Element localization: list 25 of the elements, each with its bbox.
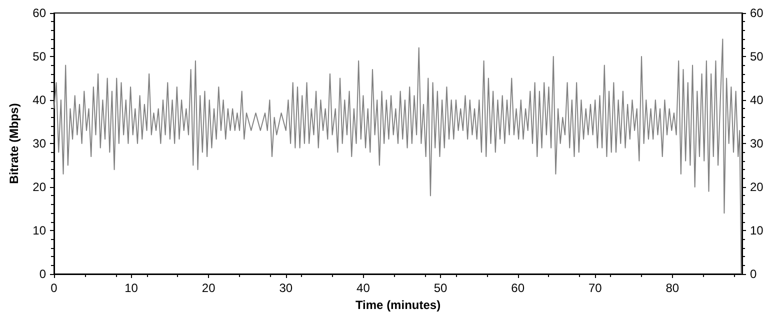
y-tick-label: 40 [32, 93, 46, 107]
x-tick-label: 80 [666, 281, 680, 295]
y2-tick-label: 50 [750, 50, 764, 64]
x-tick-label: 0 [50, 281, 58, 295]
y2-tick-label: 20 [750, 180, 764, 194]
y2-tick-label: 30 [750, 136, 764, 150]
y2-tick-label: 10 [750, 224, 764, 238]
x-axis-title: Time (minutes) [355, 298, 441, 312]
y-tick-label: 20 [32, 180, 46, 194]
x-tick-label: 30 [279, 281, 293, 295]
y-tick-label: 30 [32, 136, 46, 150]
y-tick-label: 0 [39, 267, 46, 281]
x-tick-label: 70 [588, 281, 602, 295]
y-axis-title: Bitrate (Mbps) [7, 103, 21, 184]
x-tick-label: 10 [124, 281, 138, 295]
x-tick-label: 50 [434, 281, 448, 295]
x-tick-label: 40 [356, 281, 370, 295]
y-tick-label: 60 [32, 6, 46, 20]
y2-tick-label: 0 [750, 267, 757, 281]
y-tick-label: 50 [32, 50, 46, 64]
x-tick-label: 60 [511, 281, 525, 295]
y2-tick-label: 40 [750, 93, 764, 107]
y2-tick-label: 60 [750, 6, 764, 20]
y-tick-label: 10 [32, 224, 46, 238]
x-tick-label: 20 [202, 281, 216, 295]
